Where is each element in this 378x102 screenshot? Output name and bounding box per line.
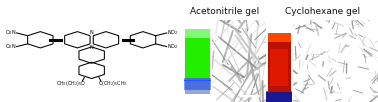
Bar	[186, 29, 210, 78]
Bar	[266, 92, 292, 102]
Text: 1μm: 1μm	[244, 87, 257, 92]
Text: O(CH$_2$)$_5$CH$_3$: O(CH$_2$)$_5$CH$_3$	[98, 79, 128, 88]
Text: N: N	[90, 30, 93, 35]
Text: 1μm: 1μm	[334, 86, 347, 91]
Bar	[184, 78, 211, 90]
Text: N: N	[90, 45, 93, 50]
Bar	[270, 49, 288, 86]
Bar	[186, 29, 210, 38]
Text: CH$_3$(CH$_2$)$_5$O: CH$_3$(CH$_2$)$_5$O	[56, 79, 85, 88]
Bar	[186, 78, 210, 94]
Bar	[268, 33, 291, 92]
Text: Acetonitrile gel: Acetonitrile gel	[190, 7, 260, 16]
Text: NO$_2$: NO$_2$	[167, 28, 178, 37]
Text: O$_2$N: O$_2$N	[5, 42, 17, 51]
Bar	[268, 33, 291, 42]
Text: NO$_2$: NO$_2$	[167, 42, 178, 51]
Text: O$_2$N: O$_2$N	[5, 28, 17, 37]
Text: Cyclohexane gel: Cyclohexane gel	[285, 7, 360, 16]
